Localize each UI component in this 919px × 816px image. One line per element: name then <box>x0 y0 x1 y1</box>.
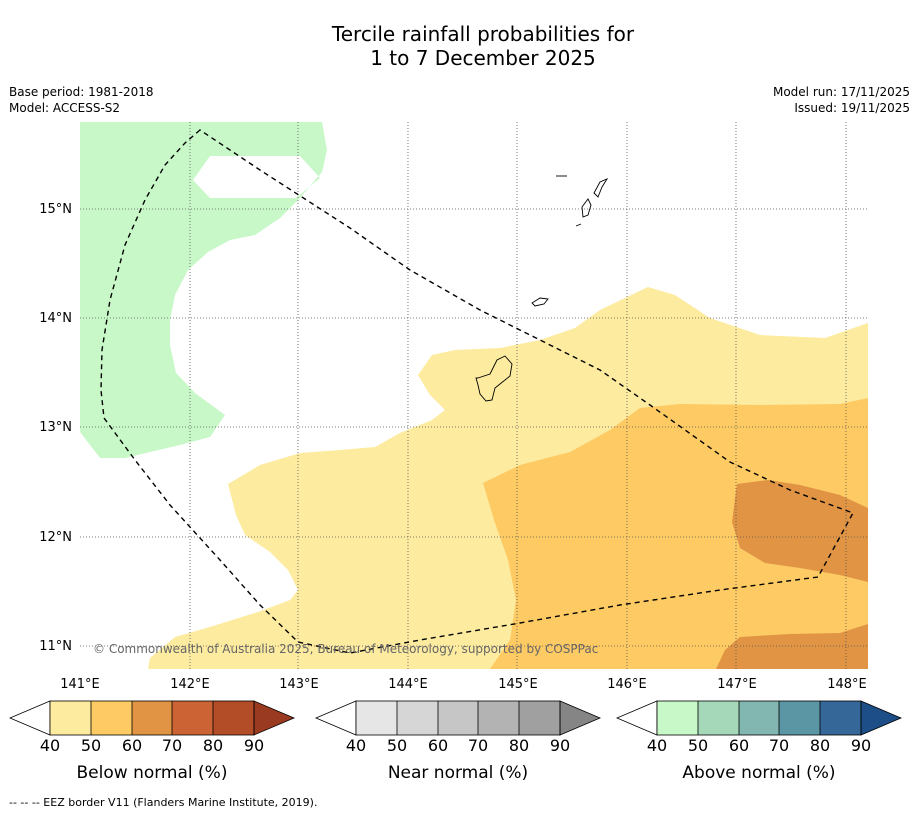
colorbar-above-label: 60 <box>729 736 749 755</box>
graticule <box>80 122 868 669</box>
saipan-island <box>593 178 609 198</box>
colorbar-above-swatch <box>657 701 698 735</box>
map-plot-area: © Commonwealth of Australia 2025, Bureau… <box>80 122 868 669</box>
colorbar-below-arrow-low <box>8 700 51 736</box>
colorbar-near-label: 80 <box>509 736 529 755</box>
colorbar-below-label: 90 <box>244 736 264 755</box>
colorbar-above-normal: 40 50 60 70 80 90 Above normal (%) <box>615 700 903 783</box>
lat-tick-label: 15°N <box>39 202 72 217</box>
colorbar-near-swatch <box>519 701 560 735</box>
below-normal-60-70-region-east <box>732 480 868 582</box>
tinian-island <box>581 198 592 218</box>
lon-tick-label: 143°E <box>279 677 319 692</box>
colorbar-below-label: 80 <box>203 736 223 755</box>
colorbar-below-normal: 40 50 60 70 80 90 Below normal (%) <box>8 700 296 783</box>
map-title: Tercile rainfall probabilities for 1 to … <box>0 22 919 70</box>
colorbar-above-label: 90 <box>851 736 871 755</box>
colorbar-above-label: 50 <box>688 736 708 755</box>
colorbar-below-arrow-high <box>253 700 296 736</box>
colorbar-near-label: 60 <box>428 736 448 755</box>
rota-island <box>531 297 549 307</box>
lat-tick-label: 12°N <box>39 530 72 545</box>
colorbar-near-swatch <box>438 701 478 735</box>
colorbar-above-swatch <box>739 701 779 735</box>
eez-legend-footer: -- -- -- EEZ border V11 (Flanders Marine… <box>9 796 318 809</box>
meta-left: Base period: 1981-2018 Model: ACCESS-S2 <box>9 84 154 116</box>
colorbar-near-swatch <box>478 701 519 735</box>
colorbar-near-swatch <box>356 701 397 735</box>
below-normal-60-70-region-south <box>716 624 868 669</box>
colorbar-near-label: 70 <box>468 736 488 755</box>
colorbar-below-label: 40 <box>40 736 60 755</box>
colorbar-above-title: Above normal (%) <box>682 763 835 783</box>
colorbar-near-normal: 40 50 60 70 80 90 Near normal (%) <box>314 700 602 783</box>
model-text: Model: ACCESS-S2 <box>9 101 121 115</box>
lon-tick-labels: 141°E 142°E 143°E 144°E 145°E 146°E 147°… <box>60 677 867 692</box>
lon-tick-label: 142°E <box>170 677 210 692</box>
colorbar-above-swatch <box>820 701 861 735</box>
coastlines <box>475 175 609 402</box>
colorbar-below-label: 50 <box>81 736 101 755</box>
guam-island <box>475 355 513 402</box>
aguijan-island <box>575 223 582 227</box>
colorbar-near-swatch <box>397 701 438 735</box>
meta-right: Model run: 17/11/2025 Issued: 19/11/2025 <box>773 84 910 116</box>
lon-tick-label: 147°E <box>717 677 757 692</box>
above-normal-40-50-region <box>80 122 327 458</box>
colorbar-above-label: 70 <box>769 736 789 755</box>
lon-tick-label: 145°E <box>498 677 538 692</box>
colorbar-below-swatch <box>91 701 132 735</box>
colorbar-below-swatch <box>172 701 213 735</box>
lat-tick-label: 13°N <box>39 420 72 435</box>
colorbar-above-label: 40 <box>647 736 667 755</box>
below-normal-50-60-region <box>483 398 868 669</box>
colorbar-near-label: 40 <box>346 736 366 755</box>
colorbar-near-label: 50 <box>387 736 407 755</box>
colorbar-below-swatch <box>213 701 254 735</box>
colorbar-below-title: Below normal (%) <box>77 763 228 783</box>
lon-tick-label: 148°E <box>827 677 867 692</box>
colorbar-near-arrow-low <box>314 700 357 736</box>
base-period-text: Base period: 1981-2018 <box>9 85 154 99</box>
title-line-1: Tercile rainfall probabilities for <box>331 22 635 46</box>
colorbar-above-label: 80 <box>810 736 830 755</box>
colorbar-above-arrow-high <box>860 700 903 736</box>
colorbar-above-arrow-low <box>615 700 658 736</box>
map-figure: © Commonwealth of Australia 2025, Bureau… <box>8 122 903 783</box>
issued-text: Issued: 19/11/2025 <box>794 101 910 115</box>
colorbar-below-label: 60 <box>122 736 142 755</box>
lon-tick-label: 144°E <box>388 677 428 692</box>
copyright-text: © Commonwealth of Australia 2025, Bureau… <box>93 642 598 656</box>
colorbar-above-swatch <box>779 701 820 735</box>
colorbar-near-arrow-high <box>559 700 602 736</box>
lat-tick-labels: 15°N 14°N 13°N 12°N 11°N <box>39 202 72 654</box>
colorbar-below-swatch <box>132 701 172 735</box>
lon-tick-label: 141°E <box>60 677 100 692</box>
colorbar-above-swatch <box>698 701 739 735</box>
lat-tick-label: 14°N <box>39 311 72 326</box>
colorbar-near-title: Near normal (%) <box>388 763 528 783</box>
lon-tick-label: 146°E <box>607 677 647 692</box>
model-run-text: Model run: 17/11/2025 <box>772 85 910 99</box>
colorbar-near-label: 90 <box>550 736 570 755</box>
colorbar-below-label: 70 <box>162 736 182 755</box>
colorbar-below-swatch <box>50 701 91 735</box>
lat-tick-label: 11°N <box>39 639 72 654</box>
title-line-2: 1 to 7 December 2025 <box>370 46 596 70</box>
